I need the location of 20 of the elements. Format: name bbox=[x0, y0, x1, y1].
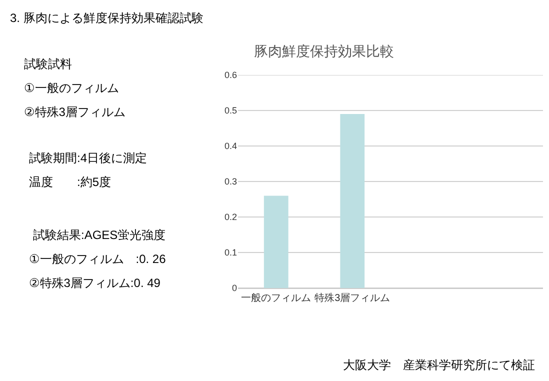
text: 試験試料 bbox=[24, 57, 72, 71]
y-tick-label: 0.3 bbox=[224, 176, 237, 187]
text: ①一般のフィルム :0. 26 bbox=[29, 252, 166, 266]
text: ②特殊3層フィルム bbox=[24, 105, 126, 119]
text: 温度 :約5度 bbox=[29, 175, 112, 189]
y-tick-label: 0.5 bbox=[224, 106, 237, 116]
text: ①一般のフィルム bbox=[24, 81, 119, 95]
text: 試験結果:AGES蛍光強度 bbox=[33, 228, 166, 242]
chart-subtitle: 豚肉鮮度保持効果比較 bbox=[254, 43, 394, 59]
y-tick-label: 0.4 bbox=[224, 141, 237, 152]
text: 大阪大学 産業科学研究所にて検証 bbox=[343, 358, 535, 372]
text: 試験期間:4日後に測定 bbox=[29, 151, 148, 165]
y-tick-label: 0.6 bbox=[224, 70, 237, 80]
y-tick-label: 0.2 bbox=[224, 212, 237, 222]
y-tick-label: 0 bbox=[232, 283, 237, 294]
text: ②特殊3層フィルム:0. 49 bbox=[29, 276, 161, 290]
text: 3. 豚肉による鮮度保持効果確認試験 bbox=[10, 11, 204, 25]
x-tick-label: 特殊3層フィルム bbox=[314, 292, 390, 304]
y-tick-label: 0.1 bbox=[224, 248, 237, 258]
x-tick-label: 一般のフィルム bbox=[241, 293, 312, 304]
